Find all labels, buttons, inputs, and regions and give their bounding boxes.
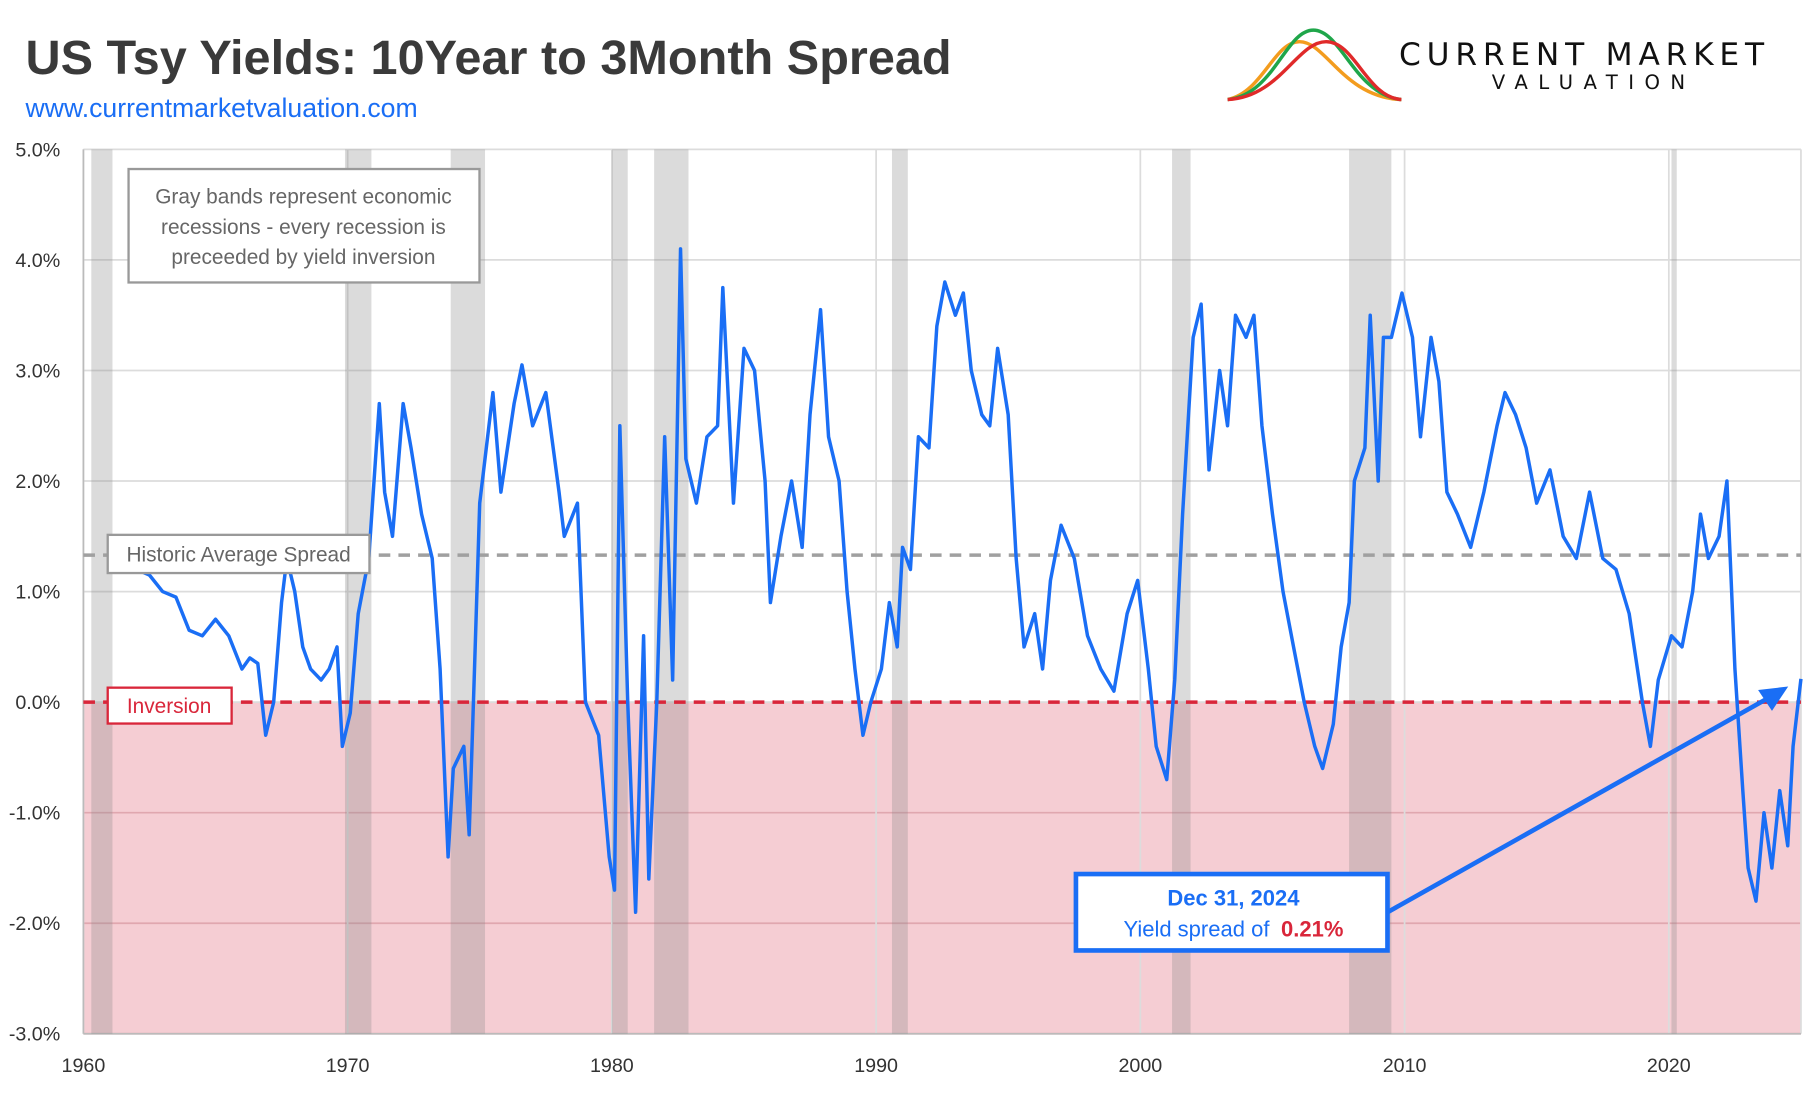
note-box: Gray bands represent economic recessions… xyxy=(127,167,481,284)
y-tick-label: 4.0% xyxy=(15,250,60,272)
callout-value: 0.21% xyxy=(1281,917,1343,942)
callout-value-line: Yield spread of 0.21% xyxy=(1123,917,1343,942)
chart-title: US Tsy Yields: 10Year to 3Month Spread xyxy=(25,31,951,85)
average-label: Historic Average Spread xyxy=(106,533,371,575)
logo-curve-orange xyxy=(1227,39,1402,102)
y-tick-label: 2.0% xyxy=(15,471,60,493)
recession-band xyxy=(1172,149,1191,1034)
website-link[interactable]: www.currentmarketvaluation.com xyxy=(24,93,417,123)
callout-date: Dec 31, 2024 xyxy=(1167,885,1300,910)
spread-series-line xyxy=(135,247,1803,914)
logo-text-line2: VALUATION xyxy=(1492,71,1696,94)
y-tick-label: 5.0% xyxy=(15,139,60,161)
x-tick-label: 1980 xyxy=(590,1055,634,1077)
y-tick-label: 0.0% xyxy=(15,692,60,714)
note-line-2: recessions - every recession is xyxy=(161,216,446,239)
inversion-zone xyxy=(83,702,1801,1034)
y-tick-label: -2.0% xyxy=(9,913,60,935)
callout-arrow xyxy=(1386,692,1776,915)
inversion-label-text: Inversion xyxy=(127,695,212,718)
callout: Dec 31, 2024 Yield spread of 0.21% xyxy=(1073,686,1789,953)
x-tick-label: 1990 xyxy=(854,1055,898,1077)
x-tick-label: 1960 xyxy=(62,1055,106,1077)
y-tick-label: 3.0% xyxy=(15,360,60,382)
y-tick-label: -3.0% xyxy=(9,1024,60,1046)
callout-prefix: Yield spread of xyxy=(1123,917,1270,942)
recession-band xyxy=(1671,149,1677,1034)
note-line-1: Gray bands represent economic xyxy=(155,186,451,209)
inversion-label: Inversion xyxy=(106,686,233,725)
logo: CURRENT MARKET VALUATION xyxy=(1227,28,1770,102)
x-tick-label: 1970 xyxy=(326,1055,370,1077)
arrowhead-icon xyxy=(1758,686,1789,711)
recession-band xyxy=(91,149,113,1034)
note-line-3: preceeded by yield inversion xyxy=(171,246,435,269)
y-tick-label: -1.0% xyxy=(9,803,60,825)
x-tick-label: 2010 xyxy=(1383,1055,1427,1077)
x-tick-label: 2000 xyxy=(1118,1055,1162,1077)
logo-curve-green xyxy=(1227,28,1402,102)
logo-curve-red xyxy=(1227,39,1402,102)
recession-band xyxy=(450,149,486,1034)
logo-text-line1: CURRENT MARKET xyxy=(1399,37,1770,73)
x-tick-label: 2020 xyxy=(1647,1055,1691,1077)
average-label-text: Historic Average Spread xyxy=(126,543,350,566)
recession-band xyxy=(344,149,372,1034)
y-tick-label: 1.0% xyxy=(15,582,60,604)
plot-area: 5.0%4.0%3.0%2.0%1.0%0.0%-1.0%-2.0%-3.0%1… xyxy=(9,139,1803,1077)
